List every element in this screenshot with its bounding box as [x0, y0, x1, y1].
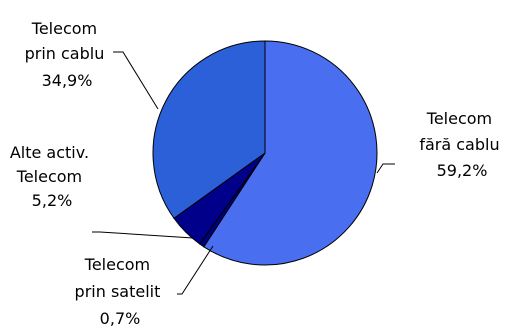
data-label-prin-satelit: Telecom prin satelit 0,7%	[75, 255, 166, 327]
pie-slice-prin-cablu	[152, 40, 266, 219]
data-label-prin-cablu: Telecom prin cablu 34,9%	[25, 19, 110, 90]
leader-line-fara-cablu	[376, 163, 395, 174]
leader-line-prin-satelit	[177, 245, 214, 295]
leader-line-alte-activ	[92, 231, 194, 239]
pie-slice-fara-cablu	[203, 40, 378, 266]
data-label-fara-cablu: Telecom fără cablu 59,2%	[419, 109, 504, 180]
leader-line-prin-cablu	[113, 51, 159, 110]
data-label-alte-activ: Alte activ. Telecom 5,2%	[10, 143, 94, 210]
pie-slices	[152, 40, 378, 266]
